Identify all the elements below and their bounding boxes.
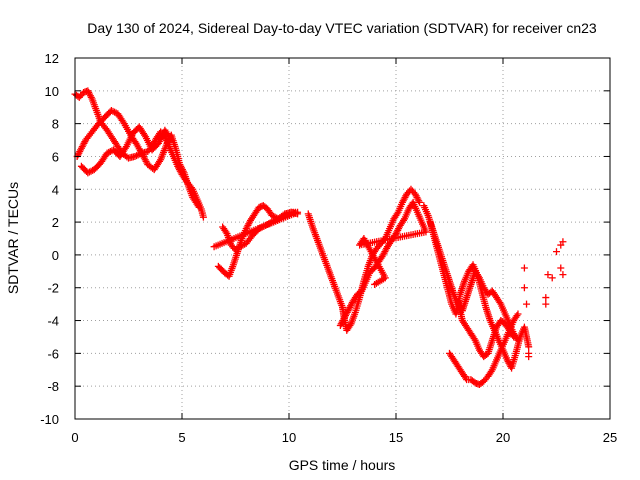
data-point	[523, 300, 531, 308]
y-tick-label: -10	[40, 412, 59, 427]
data-point	[346, 321, 354, 329]
data-point	[195, 203, 203, 211]
data-point	[109, 107, 117, 115]
data-point	[487, 367, 495, 375]
y-tick-label: 0	[52, 248, 59, 263]
data-point	[462, 374, 470, 382]
y-tick-label: 4	[52, 182, 59, 197]
data-point	[393, 210, 401, 218]
y-tick-label: 12	[45, 51, 59, 66]
data-point	[557, 264, 565, 272]
data-point	[371, 280, 379, 288]
data-point	[513, 312, 521, 320]
series-arc-e	[210, 208, 302, 254]
data-point	[520, 264, 528, 272]
data-point	[119, 118, 127, 126]
data-point	[525, 343, 533, 351]
data-points	[71, 87, 567, 389]
data-point	[131, 152, 139, 160]
x-axis-label: GPS time / hours	[289, 457, 396, 473]
series-arc-f	[304, 185, 424, 334]
data-point	[544, 271, 552, 279]
data-point	[121, 144, 129, 152]
data-point	[107, 107, 115, 115]
data-point	[194, 202, 202, 210]
grid	[75, 58, 610, 419]
data-point	[133, 152, 141, 160]
data-point	[167, 136, 175, 144]
data-point	[416, 198, 424, 206]
data-point	[496, 298, 504, 306]
axis-ticks: 0 5 10 15 20 25 -10 -8 -6 -4 -2 0 2 4 6 8 10 12	[40, 51, 617, 445]
y-tick-label: -8	[47, 379, 59, 394]
data-point	[542, 300, 550, 308]
series-isolated	[520, 238, 567, 361]
data-point	[525, 353, 533, 361]
y-tick-label: -4	[47, 314, 59, 329]
data-point	[559, 271, 567, 279]
data-point	[87, 167, 95, 175]
data-point	[237, 242, 245, 250]
data-point	[415, 197, 423, 205]
data-point	[510, 333, 518, 341]
y-tick-label: 2	[52, 215, 59, 230]
data-point	[87, 93, 95, 101]
x-tick-label: 0	[71, 430, 78, 445]
series-arc-c	[77, 123, 175, 177]
x-tick-label: 25	[603, 430, 617, 445]
data-point	[132, 139, 140, 147]
y-axis-label: SDTVAR / TECUs	[5, 182, 21, 294]
y-tick-label: 8	[52, 117, 59, 132]
data-point	[553, 248, 560, 256]
data-point	[399, 216, 407, 224]
data-point	[239, 241, 247, 249]
y-tick-label: -2	[47, 281, 59, 296]
y-tick-label: -6	[47, 346, 59, 361]
data-point	[179, 167, 187, 175]
series-arc-g	[336, 198, 430, 329]
data-point	[514, 310, 522, 318]
series-arc-k	[454, 297, 518, 361]
data-point	[105, 148, 113, 156]
data-point	[509, 331, 517, 339]
series-arc-j	[446, 310, 522, 389]
data-point	[470, 335, 478, 343]
data-point	[84, 169, 92, 177]
data-point	[559, 238, 567, 246]
plot-frame	[74, 57, 611, 420]
y-tick-label: 6	[52, 149, 59, 164]
chart-title: Day 130 of 2024, Sidereal Day-to-day VTE…	[87, 20, 597, 36]
x-tick-label: 5	[178, 430, 185, 445]
y-tick-label: 10	[45, 84, 59, 99]
x-tick-label: 20	[496, 430, 510, 445]
data-point	[141, 131, 149, 139]
data-point	[520, 284, 528, 292]
data-point	[542, 294, 550, 302]
data-point	[166, 134, 174, 142]
data-point	[548, 274, 556, 282]
data-point	[268, 212, 276, 220]
x-tick-label: 10	[282, 430, 296, 445]
x-tick-label: 15	[389, 430, 403, 445]
data-point	[199, 213, 207, 221]
data-point	[103, 149, 111, 157]
data-point	[236, 243, 244, 251]
data-point	[85, 168, 93, 176]
data-point	[222, 228, 230, 236]
data-point	[111, 108, 119, 116]
data-point	[210, 243, 218, 251]
series-arc-b	[73, 107, 203, 211]
